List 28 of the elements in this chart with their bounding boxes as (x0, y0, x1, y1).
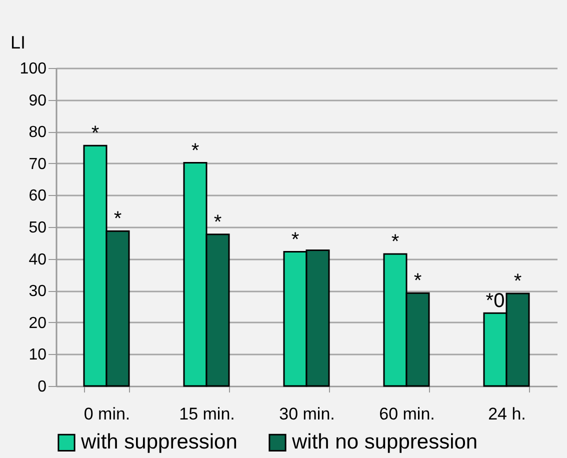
y-tick-label: 20 (28, 314, 47, 332)
annotation: * (514, 270, 522, 292)
y-tick-label: 40 (28, 251, 47, 268)
annotation: * (91, 122, 100, 145)
x-tick-label: 60 min. (379, 404, 435, 424)
y-tick-label: 80 (28, 124, 47, 142)
x-tick-label: 30 min. (279, 404, 335, 424)
annotation: * (214, 211, 222, 234)
y-tick-label: 70 (28, 156, 47, 173)
y-tick-label: 90 (28, 92, 47, 110)
annotation: * (291, 228, 300, 251)
annotation: *0 (486, 290, 505, 312)
y-tick-label: 30 (28, 283, 47, 300)
y-tick-label: 50 (28, 220, 47, 236)
annotation: * (191, 140, 200, 162)
x-tick-label: 24 h. (488, 404, 526, 424)
annotation: * (414, 270, 422, 292)
y-tick-label: 10 (28, 346, 47, 364)
y-tick-label: 100 (20, 60, 47, 78)
y-tick-label: 0 (38, 378, 47, 396)
y-tick-label: 60 (28, 188, 47, 205)
legend-label: with no suppression (291, 430, 478, 454)
x-tick-label: 0 min. (84, 404, 130, 424)
annotation: * (114, 208, 122, 230)
legend-label: with suppression (80, 430, 238, 454)
annotation: * (391, 231, 400, 254)
y-axis-title: LI (10, 32, 26, 52)
x-tick-label: 15 min. (179, 404, 235, 424)
